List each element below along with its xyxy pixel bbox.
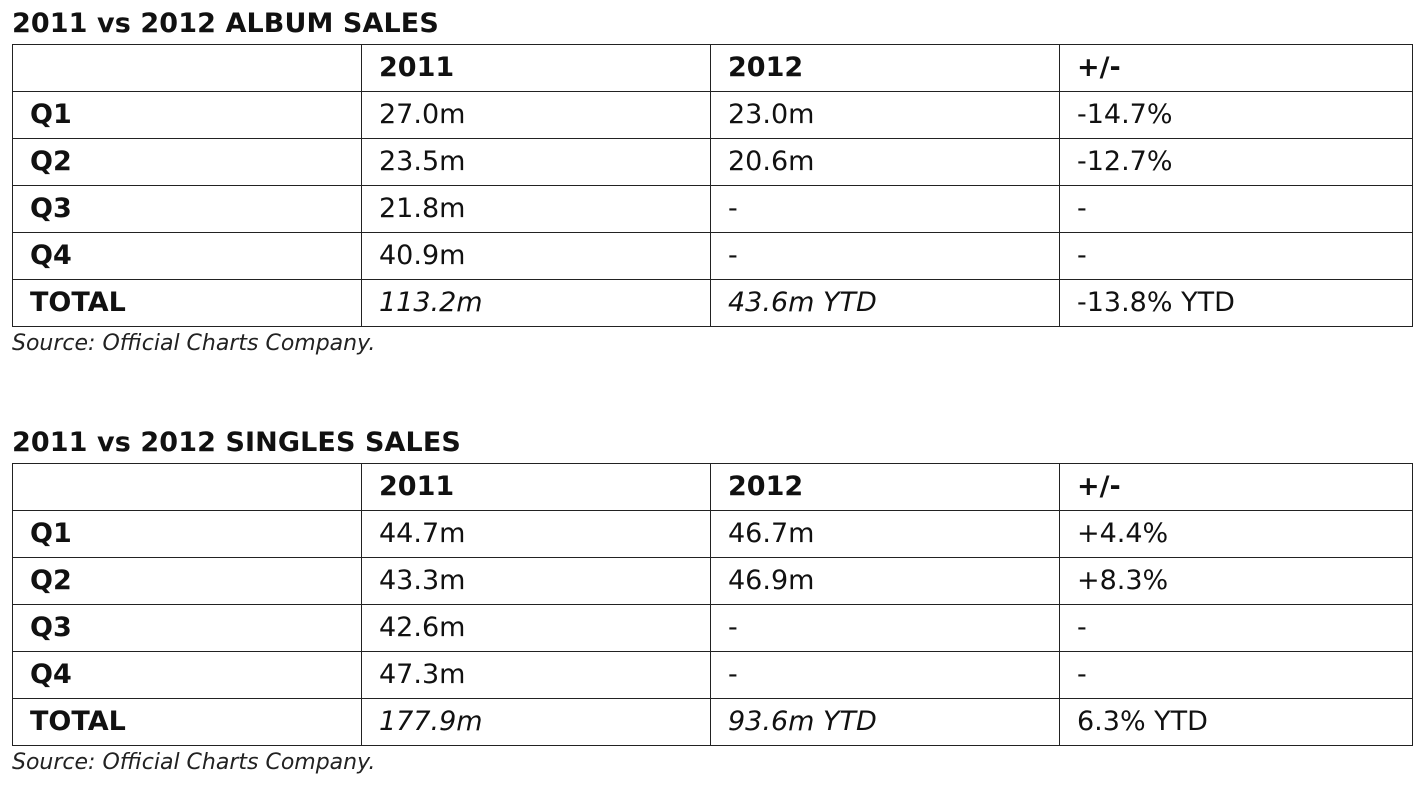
table-row: Q2 23.5m 20.6m -12.7% <box>12 138 1413 186</box>
row-label: Q3 <box>12 185 362 233</box>
cell-2012: - <box>710 185 1060 233</box>
header-cell-empty <box>12 463 362 511</box>
cell-change: - <box>1059 651 1413 699</box>
singles-sales-table: 2011 2012 +/- Q1 44.7m 46.7m +4.4% Q2 43… <box>12 463 1413 746</box>
cell-2012: 46.9m <box>710 557 1060 605</box>
cell-change: - <box>1059 232 1413 280</box>
total-label: TOTAL <box>12 279 362 327</box>
header-cell-2012: 2012 <box>710 44 1060 92</box>
cell-2012: - <box>710 604 1060 652</box>
row-label: Q1 <box>12 510 362 558</box>
cell-2011: 40.9m <box>361 232 711 280</box>
table-header-row: 2011 2012 +/- <box>12 44 1413 92</box>
row-label: Q2 <box>12 557 362 605</box>
singles-sales-section: 2011 vs 2012 SINGLES SALES 2011 2012 +/-… <box>12 425 1413 780</box>
cell-2012: 46.7m <box>710 510 1060 558</box>
cell-change: - <box>1059 185 1413 233</box>
album-source-note: Source: Official Charts Company. <box>12 331 376 356</box>
cell-2011: 21.8m <box>361 185 711 233</box>
total-change: -13.8% YTD <box>1059 279 1413 327</box>
cell-change: +8.3% <box>1059 557 1413 605</box>
header-cell-2011: 2011 <box>361 44 711 92</box>
header-cell-change: +/- <box>1059 44 1413 92</box>
header-cell-change: +/- <box>1059 463 1413 511</box>
table-row: Q3 42.6m - - <box>12 604 1413 652</box>
total-change: 6.3% YTD <box>1059 698 1413 746</box>
total-label: TOTAL <box>12 698 362 746</box>
cell-2011: 47.3m <box>361 651 711 699</box>
row-label: Q1 <box>12 91 362 139</box>
total-row: TOTAL 177.9m 93.6m YTD 6.3% YTD <box>12 698 1413 746</box>
row-label: Q4 <box>12 651 362 699</box>
header-cell-2012: 2012 <box>710 463 1060 511</box>
cell-2012: 20.6m <box>710 138 1060 186</box>
table-row: Q1 27.0m 23.0m -14.7% <box>12 91 1413 139</box>
total-2012: 43.6m YTD <box>710 279 1060 327</box>
album-sales-title: 2011 vs 2012 ALBUM SALES <box>12 8 439 39</box>
cell-2011: 27.0m <box>361 91 711 139</box>
cell-2011: 42.6m <box>361 604 711 652</box>
cell-change: -14.7% <box>1059 91 1413 139</box>
album-sales-table: 2011 2012 +/- Q1 27.0m 23.0m -14.7% Q2 2… <box>12 44 1413 327</box>
header-cell-empty <box>12 44 362 92</box>
cell-change: -12.7% <box>1059 138 1413 186</box>
singles-sales-title: 2011 vs 2012 SINGLES SALES <box>12 427 461 458</box>
singles-source-note: Source: Official Charts Company. <box>12 750 376 775</box>
cell-2011: 43.3m <box>361 557 711 605</box>
header-cell-2011: 2011 <box>361 463 711 511</box>
cell-2012: - <box>710 232 1060 280</box>
cell-2012: - <box>710 651 1060 699</box>
total-2011: 113.2m <box>361 279 711 327</box>
table-row: Q4 47.3m - - <box>12 651 1413 699</box>
table-row: Q2 43.3m 46.9m +8.3% <box>12 557 1413 605</box>
total-2012: 93.6m YTD <box>710 698 1060 746</box>
total-2011: 177.9m <box>361 698 711 746</box>
cell-2011: 23.5m <box>361 138 711 186</box>
cell-change: - <box>1059 604 1413 652</box>
row-label: Q3 <box>12 604 362 652</box>
table-row: Q1 44.7m 46.7m +4.4% <box>12 510 1413 558</box>
row-label: Q4 <box>12 232 362 280</box>
table-row: Q3 21.8m - - <box>12 185 1413 233</box>
cell-change: +4.4% <box>1059 510 1413 558</box>
cell-2012: 23.0m <box>710 91 1060 139</box>
table-header-row: 2011 2012 +/- <box>12 463 1413 511</box>
cell-2011: 44.7m <box>361 510 711 558</box>
album-sales-section: 2011 vs 2012 ALBUM SALES 2011 2012 +/- Q… <box>12 6 1413 361</box>
table-row: Q4 40.9m - - <box>12 232 1413 280</box>
row-label: Q2 <box>12 138 362 186</box>
total-row: TOTAL 113.2m 43.6m YTD -13.8% YTD <box>12 279 1413 327</box>
